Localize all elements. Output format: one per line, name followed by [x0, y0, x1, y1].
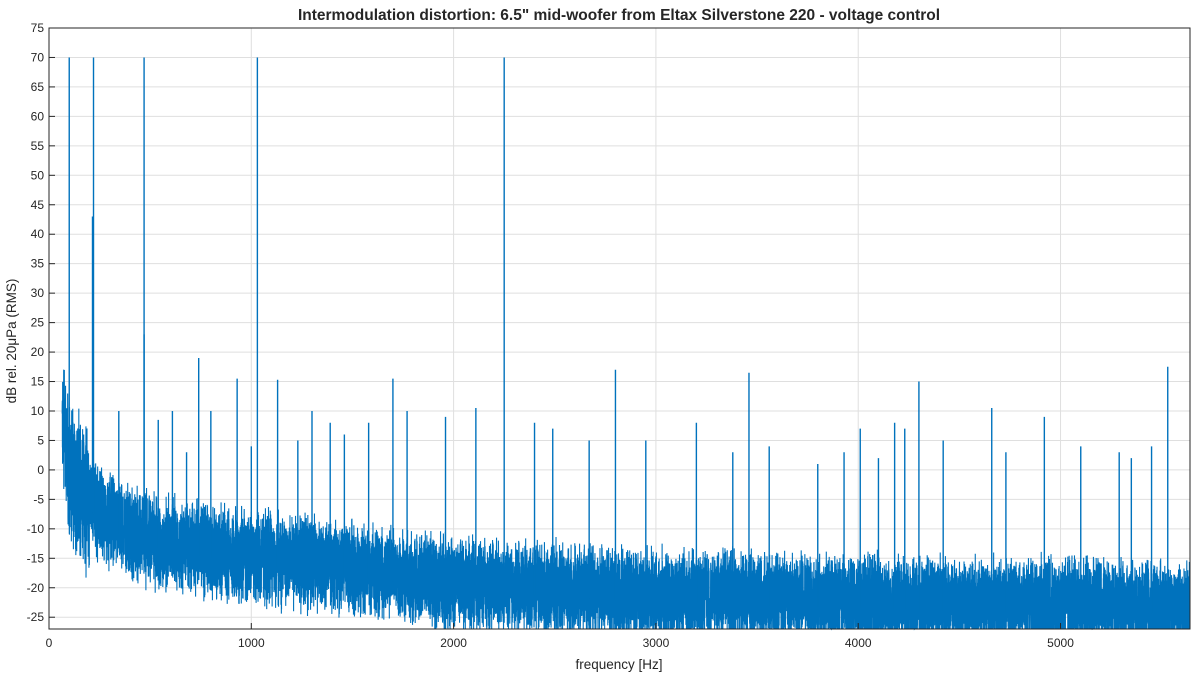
- y-tick-label: 20: [31, 345, 45, 359]
- y-tick-label: 55: [31, 139, 45, 153]
- x-tick-label: 0: [46, 636, 53, 650]
- y-tick-label: 70: [31, 50, 45, 64]
- y-tick-label: 15: [31, 375, 45, 389]
- y-tick-label: -10: [27, 522, 45, 536]
- y-tick-label: 50: [31, 168, 45, 182]
- y-axis-label: dB rel. 20μPa (RMS): [4, 279, 19, 404]
- y-tick-label: -5: [33, 492, 44, 506]
- y-tick-label: -20: [27, 581, 45, 595]
- y-tick-label: 25: [31, 316, 45, 330]
- y-tick-label: 60: [31, 109, 45, 123]
- spectrum-series: [61, 57, 1191, 631]
- x-tick-label: 4000: [845, 636, 872, 650]
- y-tick-label: 10: [31, 404, 45, 418]
- y-tick-label: 45: [31, 198, 45, 212]
- y-tick-label: 35: [31, 257, 45, 271]
- y-tick-label: 40: [31, 227, 45, 241]
- chart-title: Intermodulation distortion: 6.5" mid-woo…: [298, 7, 940, 24]
- axis-ticks: 0 1000 2000 3000 4000 5000 -25 -20 -15 -10 -5 0 5 10 1…: [27, 21, 1075, 650]
- x-axis-label: frequency [Hz]: [575, 657, 662, 672]
- y-tick-label: -25: [27, 610, 45, 624]
- x-tick-label: 3000: [643, 636, 670, 650]
- y-tick-label: 0: [37, 463, 44, 477]
- x-tick-label: 1000: [238, 636, 265, 650]
- y-tick-label: 75: [31, 21, 45, 35]
- x-tick-label: 2000: [440, 636, 467, 650]
- y-tick-label: 30: [31, 286, 45, 300]
- noise-trace: [61, 369, 1191, 631]
- y-tick-label: 65: [31, 80, 45, 94]
- y-tick-label: 5: [37, 433, 44, 447]
- plot-frame: [48, 27, 1191, 630]
- x-tick-label: 5000: [1047, 636, 1074, 650]
- y-tick-label: -15: [27, 551, 45, 565]
